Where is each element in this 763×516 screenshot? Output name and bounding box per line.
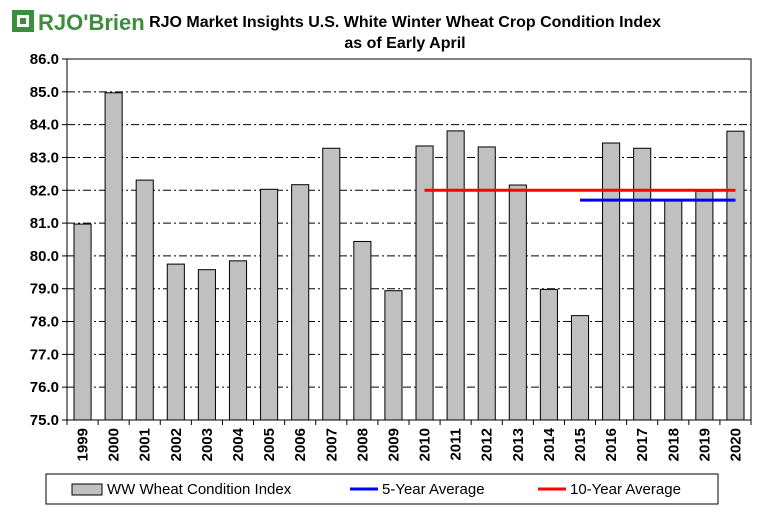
bar-1999 [73,223,92,421]
bar-2004 [228,260,248,421]
x-tick-label: 2011 [448,428,465,461]
bar-2011 [446,130,465,421]
x-tick-label: 2005 [261,428,278,461]
bar-2017 [633,147,652,421]
bar-2019 [695,190,714,421]
x-tick-label: 2020 [727,428,744,461]
bar-2020 [726,130,745,421]
logo: RJO'Brien [12,10,145,35]
x-tick-label: 2012 [479,428,496,461]
y-tick-label: 75.0 [30,412,59,429]
x-tick-label: 2010 [417,428,434,461]
legend: WW Wheat Condition Index 5-Year Average … [45,473,719,505]
bar-2001 [135,179,154,421]
bar-2014 [539,288,558,421]
bar-2015 [570,315,590,421]
legend-box [45,473,719,505]
x-tick-label: 2007 [323,428,340,461]
legend-label-ww-wheat: WW Wheat Condition Index [107,481,292,498]
x-tick-label: 2004 [230,427,247,461]
x-tick-label: 2019 [696,428,713,461]
x-tick-label: 2015 [572,428,589,461]
y-tick-label: 78.0 [30,314,59,331]
y-tick-label: 79.0 [30,281,59,298]
y-axis-ticks: 75.0 76.0 77.0 78.0 79.0 80.0 81.0 82.0 83.0 84.0… [30,51,67,429]
x-tick-label: 2016 [603,428,620,461]
average-lines [424,188,736,202]
bar-2012 [477,146,496,421]
bar-2010 [415,145,434,421]
x-tick-label: 2008 [354,428,371,461]
y-tick-label: 83.0 [30,149,59,166]
bar-2000 [104,92,123,421]
y-tick-label: 81.0 [30,215,59,232]
bar-2006 [291,184,310,421]
chart-title: RJO Market Insights U.S. White Winter Wh… [149,14,661,31]
x-tick-label: 2002 [168,428,185,461]
y-tick-label: 76.0 [30,379,59,396]
y-tick-label: 77.0 [30,346,59,363]
x-tick-label: 1999 [75,428,92,461]
logo-icon [12,10,34,32]
x-tick-label: 2018 [665,428,682,461]
x-tick-label: 2000 [106,428,123,461]
y-tick-label: 85.0 [30,84,59,101]
y-tick-label: 82.0 [30,182,59,199]
y-tick-label: 84.0 [30,117,59,134]
bar-2016 [602,142,621,421]
x-axis-ticks: 1999 2000 2001 2002 2003 2004 2005 2006 2007 2008… [66,420,752,461]
x-tick-label: 2013 [510,428,527,461]
x-tick-label: 2009 [385,428,402,461]
x-tick-label: 2001 [137,428,154,461]
bar-2008 [353,240,372,421]
bar-2003 [197,269,216,421]
legend-label-5yr: 5-Year Average [382,481,485,498]
x-tick-label: 2017 [634,428,651,461]
bar-2013 [508,184,527,421]
y-tick-label: 80.0 [30,248,59,265]
bar-series [73,92,745,421]
x-tick-label: 2003 [199,428,216,461]
x-tick-label: 2006 [292,428,309,461]
y-tick-label: 86.0 [30,51,59,68]
legend-swatch-bar [71,483,103,496]
logo-text: RJO'Brien [38,10,145,35]
bar-2007 [322,147,341,421]
chart-subtitle: as of Early April [344,35,465,52]
x-tick-label: 2014 [541,427,558,461]
bar-2005 [260,188,279,421]
bar-2018 [664,199,683,421]
bar-2002 [166,263,185,421]
legend-label-10yr: 10-Year Average [570,481,681,498]
bar-2009 [384,290,403,421]
